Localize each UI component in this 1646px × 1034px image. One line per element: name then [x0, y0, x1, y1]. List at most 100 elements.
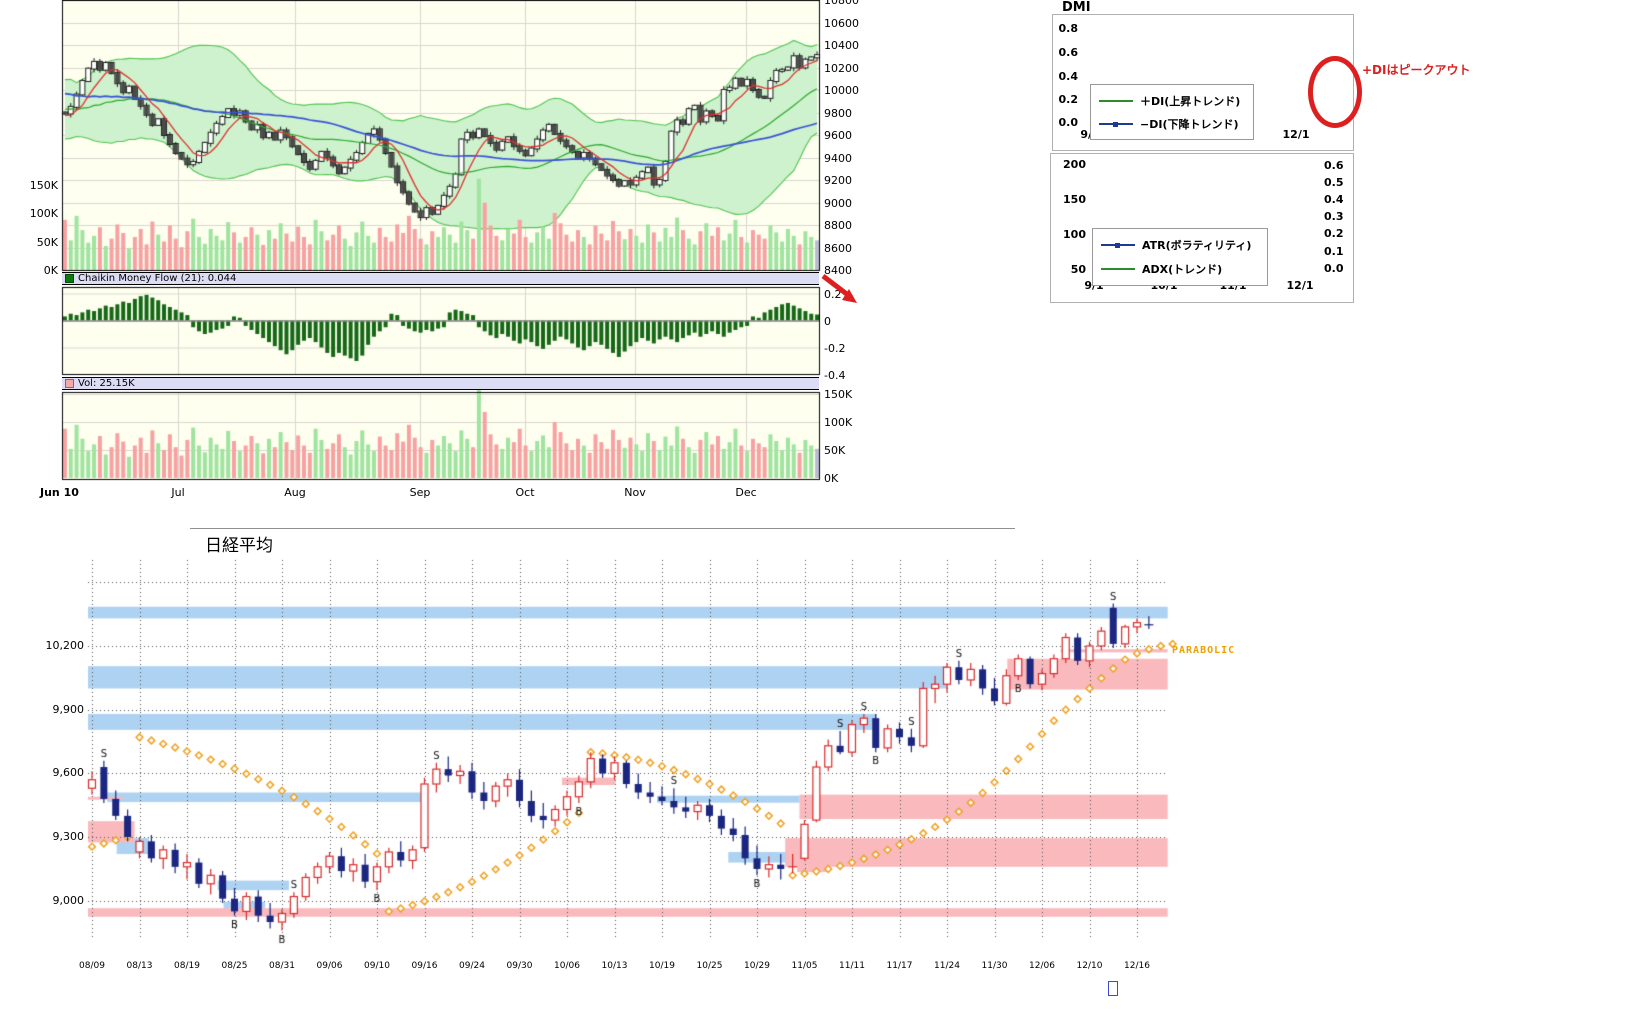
- axis-label: -0.4: [824, 368, 846, 382]
- text-cursor-glyph: [1108, 981, 1118, 996]
- minus-di-label: −DI(下降トレンド): [1140, 117, 1239, 131]
- axis-label: 0K: [43, 264, 58, 277]
- axis-label: Nov: [624, 486, 646, 499]
- axis-label: -0.2: [824, 341, 846, 355]
- axis-label: 9200: [824, 174, 852, 187]
- axis-label: 150K: [29, 178, 58, 192]
- axis-label: 08/19: [174, 961, 200, 971]
- axis-label: Jul: [171, 486, 185, 499]
- axis-label: 10400: [824, 39, 859, 52]
- axis-label: 09/06: [316, 961, 343, 971]
- down-arrow-icon: [821, 274, 857, 303]
- nikkei-chart-canvas: [30, 538, 1220, 998]
- axis-label: Jun 10: [40, 486, 79, 499]
- axis-label: 11/24: [934, 961, 960, 971]
- axis-label: 9,300: [52, 830, 85, 844]
- axis-label: 09/10: [364, 961, 390, 971]
- axis-label: 150: [1063, 193, 1086, 206]
- axis-label: 12/06: [1029, 961, 1055, 971]
- axis-label: 100K: [29, 207, 58, 220]
- axis-label: 0.2: [1058, 93, 1079, 106]
- nikkei-separator: [190, 528, 1015, 529]
- axis-label: 11/30: [981, 961, 1008, 971]
- axis-label: 50: [1070, 263, 1086, 276]
- axis-label: 9000: [824, 196, 852, 210]
- axis-label: 10/13: [601, 961, 628, 971]
- cmf-icon: [65, 274, 74, 283]
- parabolic-label: PARABOLIC: [1172, 645, 1236, 656]
- axis-label: 08/09: [79, 961, 105, 971]
- legend-item-adx: ADX(トレンド): [1101, 259, 1259, 279]
- adx-line-icon: [1101, 268, 1135, 270]
- axis-label: 100K: [824, 416, 853, 429]
- legend-item-minus-di: −DI(下降トレンド): [1099, 114, 1245, 134]
- axis-label: 10,200: [45, 639, 85, 652]
- axis-label: 0.3: [1324, 210, 1344, 223]
- axis-label: 09/30: [506, 961, 533, 971]
- axis-label: 0.6: [1324, 159, 1344, 172]
- axis-label: Sep: [409, 486, 431, 499]
- axis-label: 11/17: [886, 961, 913, 971]
- axis-label: 8400: [824, 264, 852, 277]
- axis-label: 10200: [824, 61, 859, 75]
- axis-label: 150K: [824, 388, 853, 401]
- axis-label: Oct: [515, 486, 535, 499]
- axis-label: 8600: [824, 241, 852, 255]
- peakout-circle-annotation: [1308, 56, 1362, 128]
- atr-adx-legend: ATR(ボラティリティ) ADX(トレンド): [1092, 228, 1268, 286]
- axis-label: 0.4: [1324, 193, 1344, 206]
- axis-label: 200: [1063, 158, 1086, 171]
- axis-label: 12/16: [1124, 961, 1150, 971]
- main-chart-canvas: [0, 0, 870, 500]
- dmi-chart-title: DMI: [1062, 0, 1091, 15]
- adx-label: ADX(トレンド): [1142, 263, 1223, 276]
- minus-di-line-icon: [1099, 121, 1133, 127]
- axis-label: 10/19: [649, 961, 675, 971]
- plus-di-line-icon: [1099, 99, 1133, 102]
- dmi-legend: ＋DI(上昇トレンド) −DI(下降トレンド): [1090, 84, 1254, 140]
- axis-label: 9400: [824, 151, 852, 165]
- vol-icon: [65, 379, 74, 388]
- axis-label: 08/25: [221, 961, 248, 971]
- axis-label: 9800: [824, 106, 852, 120]
- axis-label: 9,000: [52, 893, 85, 907]
- axis-label: 0.0: [1058, 116, 1079, 129]
- axis-label: 12/1: [1282, 128, 1310, 141]
- axis-label: 9,900: [52, 702, 85, 716]
- axis-label: 08/31: [269, 961, 295, 971]
- axis-label: 0K: [824, 472, 839, 485]
- axis-label: 10/25: [696, 961, 723, 971]
- axis-label: 09/24: [459, 961, 485, 971]
- legend-item-plus-di: ＋DI(上昇トレンド): [1099, 91, 1245, 111]
- axis-label: 12/10: [1076, 961, 1103, 971]
- peakout-text-annotation: +DIはピークアウト: [1362, 63, 1471, 77]
- cmf-strip: Chaikin Money Flow (21): 0.044: [62, 272, 819, 285]
- axis-label: 09/16: [411, 961, 438, 971]
- axis-label: 9,600: [52, 766, 85, 780]
- axis-label: 10000: [824, 84, 859, 97]
- axis-label: 8800: [824, 219, 852, 232]
- axis-label: 11/11: [839, 961, 865, 971]
- axis-label: 11/05: [791, 961, 818, 971]
- axis-label: 10/29: [744, 961, 770, 971]
- axis-label: 50K: [36, 235, 58, 249]
- axis-label: 0.1: [1324, 245, 1344, 258]
- axis-label: 12/1: [1286, 279, 1314, 292]
- axis-label: 0.5: [1324, 176, 1344, 189]
- plus-di-label: ＋DI(上昇トレンド): [1140, 94, 1241, 108]
- axis-label: 10/06: [554, 961, 580, 971]
- axis-label: Aug: [284, 486, 306, 499]
- axis-label: 100: [1063, 228, 1086, 241]
- atr-label: ATR(ボラティリティ): [1142, 239, 1252, 252]
- axis-label: 10800: [824, 0, 859, 7]
- nikkei-chart-title: 日経平均: [205, 536, 273, 556]
- axis-label: 0.8: [1058, 22, 1079, 35]
- axis-label: 0.4: [1058, 70, 1079, 83]
- atr-line-icon: [1101, 243, 1135, 248]
- axis-label: 0.6: [1058, 46, 1079, 59]
- cmf-strip-label: Chaikin Money Flow (21): 0.044: [78, 273, 237, 284]
- axis-label: Dec: [735, 486, 757, 499]
- vol-strip: Vol: 25.15K: [62, 377, 819, 390]
- axis-label: 0: [824, 314, 831, 328]
